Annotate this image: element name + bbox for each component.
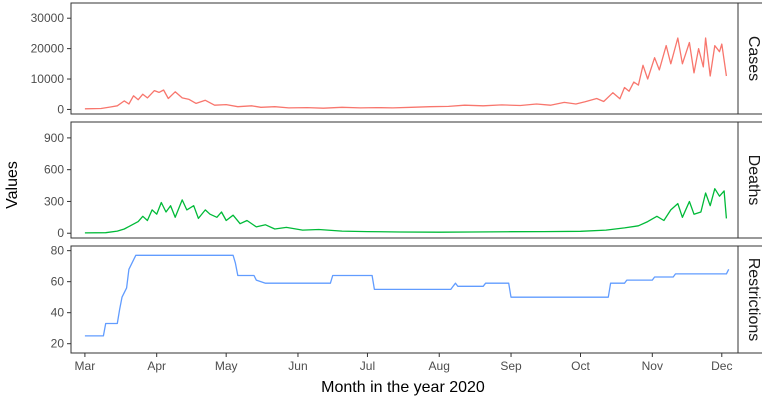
x-tick-label-apr: Apr bbox=[147, 359, 166, 373]
x-tick-label-mar: Mar bbox=[75, 359, 96, 373]
panel-restrictions: 20 40 60 80 Restrictions bbox=[51, 244, 762, 354]
strip-label-cases: Cases bbox=[745, 36, 762, 81]
y-tick-label-restrictions-60: 60 bbox=[51, 275, 65, 289]
strip-label-deaths: Deaths bbox=[745, 155, 762, 206]
y-tick-label-deaths-0: 0 bbox=[57, 226, 64, 240]
x-axis-title: Month in the year 2020 bbox=[321, 379, 485, 396]
panels-layer: 0 10000 20000 30000 Cases 0 300 600 900 Deaths 20 4… bbox=[31, 2, 762, 354]
x-tick-label-sep: Sep bbox=[500, 359, 522, 373]
x-tick-label-nov: Nov bbox=[642, 359, 663, 373]
x-tick-label-may: May bbox=[215, 359, 238, 373]
y-tick-label-restrictions-40: 40 bbox=[51, 306, 65, 320]
x-tick-label-aug: Aug bbox=[429, 359, 450, 373]
panel-deaths: 0 300 600 900 Deaths bbox=[44, 121, 762, 240]
x-tick-label-dec: Dec bbox=[711, 359, 732, 373]
y-axis-title: Values bbox=[4, 161, 21, 209]
y-tick-label-deaths-300: 300 bbox=[44, 194, 64, 208]
x-axis: Mar Apr May Jun Jul Aug Sep Oct Nov Dec bbox=[75, 353, 732, 373]
y-tick-label-restrictions-20: 20 bbox=[51, 337, 65, 351]
strip-deaths bbox=[737, 121, 762, 239]
y-tick-label-cases-20000: 20000 bbox=[31, 42, 65, 56]
y-tick-label-cases-30000: 30000 bbox=[31, 11, 65, 25]
strip-restrictions bbox=[737, 245, 762, 354]
strip-label-restrictions: Restrictions bbox=[745, 258, 762, 342]
y-tick-label-deaths-900: 900 bbox=[44, 131, 64, 145]
y-tick-label-restrictions-80: 80 bbox=[51, 244, 65, 258]
x-tick-label-jul: Jul bbox=[360, 359, 375, 373]
strip-cases bbox=[737, 2, 762, 115]
y-tick-label-deaths-600: 600 bbox=[44, 163, 64, 177]
panel-deaths-background bbox=[70, 121, 739, 239]
x-tick-label-jun: Jun bbox=[288, 359, 307, 373]
y-tick-label-cases-10000: 10000 bbox=[31, 72, 65, 86]
panel-cases: 0 10000 20000 30000 Cases bbox=[31, 2, 762, 116]
series-line-cases bbox=[84, 37, 728, 110]
series-line-deaths bbox=[84, 188, 728, 234]
y-tick-label-cases-0: 0 bbox=[57, 102, 64, 116]
series-line-restrictions bbox=[84, 254, 730, 337]
x-tick-label-oct: Oct bbox=[571, 359, 590, 373]
panel-cases-background bbox=[70, 2, 739, 115]
panel-restrictions-background bbox=[70, 245, 739, 354]
